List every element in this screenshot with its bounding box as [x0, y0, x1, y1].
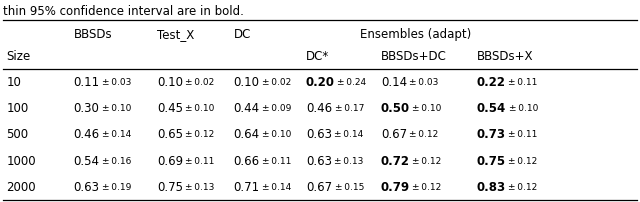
Text: ± 0.03: ± 0.03 — [102, 77, 132, 86]
Text: BBSDs+X: BBSDs+X — [477, 50, 533, 63]
Text: ± 0.10: ± 0.10 — [186, 104, 215, 113]
Text: ± 0.14: ± 0.14 — [102, 130, 132, 139]
Text: ± 0.17: ± 0.17 — [335, 104, 364, 113]
Text: ± 0.10: ± 0.10 — [413, 104, 442, 113]
Text: ± 0.13: ± 0.13 — [335, 156, 364, 165]
Text: ± 0.15: ± 0.15 — [335, 182, 364, 191]
Text: ± 0.14: ± 0.14 — [335, 130, 364, 139]
Text: BBSDs: BBSDs — [74, 28, 112, 41]
Text: 0.54: 0.54 — [477, 102, 506, 115]
Text: 0.11: 0.11 — [74, 75, 100, 88]
Text: ± 0.14: ± 0.14 — [262, 182, 292, 191]
Text: 0.46: 0.46 — [74, 128, 100, 141]
Text: 0.10: 0.10 — [157, 75, 183, 88]
Text: 0.69: 0.69 — [157, 154, 183, 167]
Text: ± 0.02: ± 0.02 — [262, 77, 291, 86]
Text: 0.45: 0.45 — [157, 102, 183, 115]
Text: ± 0.03: ± 0.03 — [410, 77, 439, 86]
Text: ± 0.09: ± 0.09 — [262, 104, 292, 113]
Text: 0.20: 0.20 — [306, 75, 335, 88]
Text: Test_X: Test_X — [157, 28, 194, 41]
Text: ± 0.24: ± 0.24 — [337, 77, 367, 86]
Text: ± 0.12: ± 0.12 — [410, 130, 439, 139]
Text: 0.30: 0.30 — [74, 102, 99, 115]
Text: DC*: DC* — [306, 50, 329, 63]
Text: 0.66: 0.66 — [234, 154, 260, 167]
Text: 0.79: 0.79 — [381, 180, 410, 193]
Text: ± 0.10: ± 0.10 — [102, 104, 131, 113]
Text: 0.71: 0.71 — [234, 180, 260, 193]
Text: 0.73: 0.73 — [477, 128, 506, 141]
Text: ± 0.13: ± 0.13 — [186, 182, 215, 191]
Text: 0.54: 0.54 — [74, 154, 100, 167]
Text: ± 0.12: ± 0.12 — [509, 182, 538, 191]
Text: Ensembles (adapt): Ensembles (adapt) — [360, 28, 471, 41]
Text: 0.46: 0.46 — [306, 102, 332, 115]
Text: ± 0.19: ± 0.19 — [102, 182, 132, 191]
Text: ± 0.12: ± 0.12 — [413, 182, 442, 191]
Text: 0.22: 0.22 — [477, 75, 506, 88]
Text: ± 0.11: ± 0.11 — [508, 77, 538, 86]
Text: 0.75: 0.75 — [477, 154, 506, 167]
Text: 0.44: 0.44 — [234, 102, 260, 115]
Text: ± 0.11: ± 0.11 — [508, 130, 538, 139]
Text: 0.83: 0.83 — [477, 180, 506, 193]
Text: 0.14: 0.14 — [381, 75, 407, 88]
Text: ± 0.11: ± 0.11 — [186, 156, 215, 165]
Text: ± 0.12: ± 0.12 — [186, 130, 214, 139]
Text: ± 0.16: ± 0.16 — [102, 156, 132, 165]
Text: ± 0.10: ± 0.10 — [262, 130, 292, 139]
Text: 100: 100 — [6, 102, 29, 115]
Text: 10: 10 — [6, 75, 21, 88]
Text: ± 0.12: ± 0.12 — [412, 156, 442, 165]
Text: 2000: 2000 — [6, 180, 36, 193]
Text: ± 0.10: ± 0.10 — [509, 104, 538, 113]
Text: ± 0.12: ± 0.12 — [509, 156, 538, 165]
Text: Size: Size — [6, 50, 31, 63]
Text: 0.64: 0.64 — [234, 128, 260, 141]
Text: 500: 500 — [6, 128, 29, 141]
Text: BBSDs+DC: BBSDs+DC — [381, 50, 447, 63]
Text: 0.63: 0.63 — [74, 180, 100, 193]
Text: 1000: 1000 — [6, 154, 36, 167]
Text: ± 0.02: ± 0.02 — [186, 77, 214, 86]
Text: 0.63: 0.63 — [306, 128, 332, 141]
Text: 0.75: 0.75 — [157, 180, 183, 193]
Text: 0.63: 0.63 — [306, 154, 332, 167]
Text: 0.67: 0.67 — [306, 180, 332, 193]
Text: 0.72: 0.72 — [381, 154, 410, 167]
Text: 0.65: 0.65 — [157, 128, 183, 141]
Text: ± 0.11: ± 0.11 — [262, 156, 292, 165]
Text: thin 95% confidence interval are in bold.: thin 95% confidence interval are in bold… — [3, 5, 244, 18]
Text: 0.10: 0.10 — [234, 75, 260, 88]
Text: DC: DC — [234, 28, 251, 41]
Text: 0.67: 0.67 — [381, 128, 407, 141]
Text: 0.50: 0.50 — [381, 102, 410, 115]
